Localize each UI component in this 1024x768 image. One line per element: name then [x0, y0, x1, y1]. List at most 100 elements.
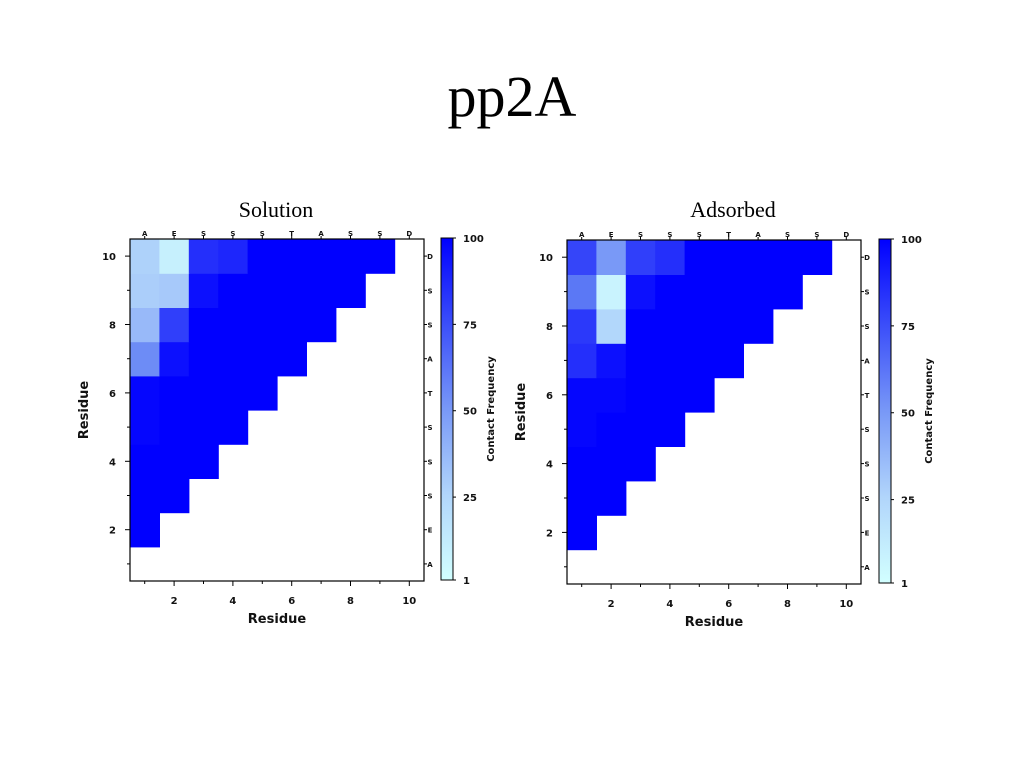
- colorbar-tick-label: 75: [463, 320, 477, 331]
- heatmap-cell: [567, 515, 597, 551]
- y-tick-label: 8: [109, 321, 116, 332]
- colorbar: [440, 237, 454, 581]
- sequence-label-right: S: [427, 424, 432, 432]
- x-tick-label: 10: [839, 599, 853, 610]
- colorbar-label: Contact Frequency: [924, 358, 935, 464]
- panel-title-adsorbed: Adsorbed: [690, 197, 776, 222]
- heatmap-cell: [130, 341, 160, 377]
- sequence-label-right: A: [427, 356, 433, 364]
- heatmap-cell: [247, 375, 278, 411]
- heatmap-cell: [218, 239, 249, 274]
- heatmap-cell: [655, 308, 686, 344]
- heatmap-cell: [159, 444, 190, 479]
- sequence-label-top: D: [406, 230, 412, 238]
- heatmap-cell: [277, 273, 307, 308]
- heatmap-cell: [596, 412, 627, 447]
- plot-frame: [566, 239, 862, 585]
- sequence-label-right: S: [427, 322, 432, 330]
- heatmap-cell: [567, 446, 597, 482]
- heatmap-cell: [655, 240, 686, 275]
- sequence-label-top: A: [579, 231, 585, 239]
- heatmap-cell: [684, 274, 715, 310]
- heatmap-cell: [218, 410, 249, 445]
- heatmap-cell: [743, 274, 774, 310]
- heatmap-cell: [130, 307, 160, 343]
- heatmap-cell: [714, 343, 744, 379]
- y-tick-label: 2: [546, 528, 553, 539]
- sequence-label-top: S: [348, 230, 353, 238]
- heatmap-cell: [277, 341, 307, 377]
- sequence-label-right: A: [864, 357, 870, 365]
- heatmap-cell: [159, 307, 190, 343]
- heatmap-cell: [159, 239, 190, 274]
- sequence-label-right: S: [864, 289, 869, 297]
- heatmap-cell: [714, 240, 744, 275]
- heatmap-cell: [159, 410, 190, 445]
- heatmap-cell: [625, 412, 656, 447]
- colorbar-tick-label: 75: [901, 322, 915, 333]
- heatmap-cell: [714, 274, 744, 310]
- x-tick-label: 8: [784, 599, 791, 610]
- heatmap-cell: [130, 239, 160, 274]
- heatmap-cell: [655, 412, 686, 447]
- heatmap-cell: [567, 308, 597, 344]
- sequence-label-top: S: [377, 230, 382, 238]
- sequence-label-right: S: [864, 461, 869, 469]
- sequence-label-top: S: [260, 230, 265, 238]
- heatmap-cell: [188, 273, 219, 308]
- sequence-label-right: T: [428, 390, 433, 398]
- heatmap-cell: [596, 308, 627, 344]
- sequence-label-top: S: [638, 231, 643, 239]
- heatmap-cell: [188, 410, 219, 445]
- heatmap-cell: [188, 444, 219, 479]
- y-axis-label: Residue: [77, 381, 92, 440]
- heatmap-cell: [655, 377, 686, 413]
- heatmap-cell: [625, 343, 656, 379]
- heatmap-cell: [335, 273, 366, 308]
- sequence-label-top: E: [172, 230, 177, 238]
- heatmap-cell: [247, 273, 278, 308]
- heatmap-cell: [130, 375, 160, 411]
- heatmap-cell: [567, 343, 597, 379]
- sequence-label-top: E: [609, 231, 614, 239]
- sequence-label-top: S: [201, 230, 206, 238]
- heatmap-cell: [247, 307, 278, 343]
- heatmap-cell: [714, 308, 744, 344]
- sequence-label-right: S: [864, 426, 869, 434]
- sequence-label-top: A: [142, 230, 148, 238]
- heatmap-cell: [655, 274, 686, 310]
- heatmap-cell: [159, 375, 190, 411]
- sequence-label-top: S: [697, 231, 702, 239]
- heatmap-cell: [365, 239, 396, 274]
- heatmap-cell: [596, 343, 627, 379]
- heatmap-cell: [772, 274, 803, 310]
- y-tick-label: 4: [546, 460, 553, 471]
- y-tick-label: 4: [109, 457, 116, 468]
- sequence-label-top: A: [318, 230, 324, 238]
- sequence-label-top: S: [814, 231, 819, 239]
- heatmap-cell: [218, 375, 249, 411]
- y-tick-label: 2: [109, 526, 116, 537]
- x-tick-label: 6: [725, 599, 732, 610]
- y-tick-label: 10: [539, 253, 553, 264]
- heatmap-cell: [188, 375, 219, 411]
- colorbar-tick-label: 1: [463, 576, 470, 587]
- heatmap-cell: [596, 274, 627, 310]
- heatmap-cell: [247, 239, 278, 274]
- sequence-label-top: T: [289, 230, 294, 238]
- heatmap-cell: [596, 240, 627, 275]
- heatmap-cell: [130, 444, 160, 479]
- colorbar-tick-label: 25: [463, 493, 477, 504]
- sequence-label-right: T: [865, 392, 870, 400]
- sequence-label-right: S: [427, 287, 432, 295]
- heatmap-cell: [625, 308, 656, 344]
- heatmap-cell: [743, 240, 774, 275]
- heatmap-cell: [130, 512, 160, 548]
- slide-title: pp2A: [447, 64, 577, 129]
- sequence-label-top: A: [755, 231, 761, 239]
- sequence-label-top: S: [667, 231, 672, 239]
- heatmap-cell: [188, 239, 219, 274]
- heatmap-cell: [567, 377, 597, 413]
- y-tick-label: 8: [546, 322, 553, 333]
